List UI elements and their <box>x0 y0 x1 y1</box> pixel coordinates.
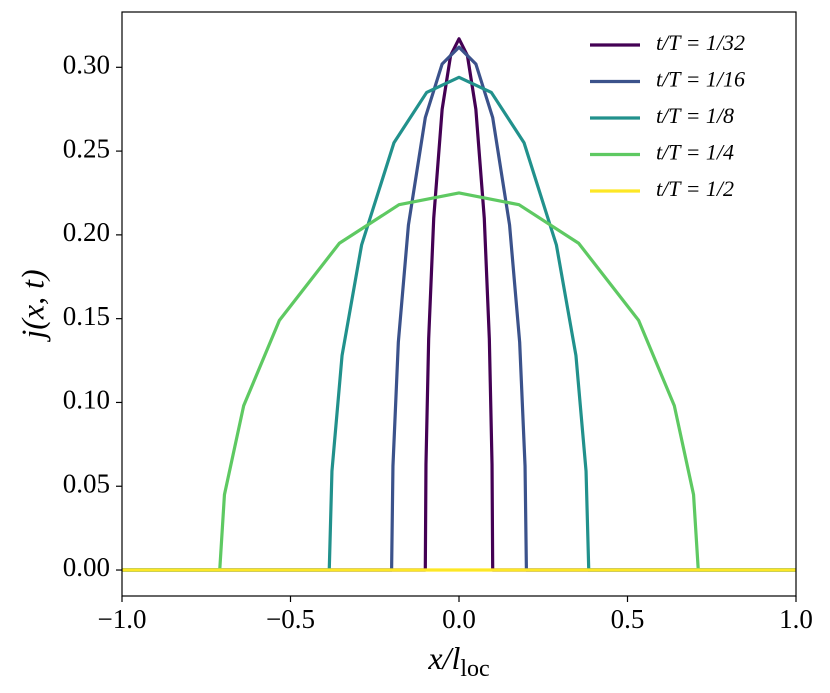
y-tick-label: 0.10 <box>63 385 110 415</box>
series-line <box>122 191 796 572</box>
legend-label: t/T = 1/8 <box>656 103 734 128</box>
legend-label: t/T = 1/2 <box>656 176 734 201</box>
x-tick-label: 0.0 <box>442 604 476 634</box>
series-line <box>122 75 796 572</box>
x-axis-label-main: x/l <box>427 640 460 676</box>
series-line <box>122 37 796 572</box>
y-tick-label: 0.00 <box>63 552 110 582</box>
x-tick-label: −0.5 <box>266 604 315 634</box>
x-axis-label-sub: loc <box>460 656 489 682</box>
x-tick-label: 0.5 <box>611 604 645 634</box>
legend-label: t/T = 1/32 <box>656 30 745 55</box>
legend-label: t/T = 1/16 <box>656 67 745 92</box>
plot-frame <box>121 11 797 597</box>
y-tick-label: 0.30 <box>63 50 110 80</box>
x-axis-label: x/lloc <box>427 640 489 681</box>
x-tick-label: 1.0 <box>779 604 813 634</box>
x-tick-label: −1.0 <box>98 604 147 634</box>
y-tick-label: 0.15 <box>63 301 110 331</box>
y-tick-label: 0.05 <box>63 468 110 498</box>
legend-label: t/T = 1/4 <box>656 140 734 165</box>
y-axis-label: j(x, t) <box>14 269 50 342</box>
y-tick-label: 0.25 <box>63 133 110 163</box>
y-tick-label: 0.20 <box>63 217 110 247</box>
series-line <box>122 45 796 572</box>
